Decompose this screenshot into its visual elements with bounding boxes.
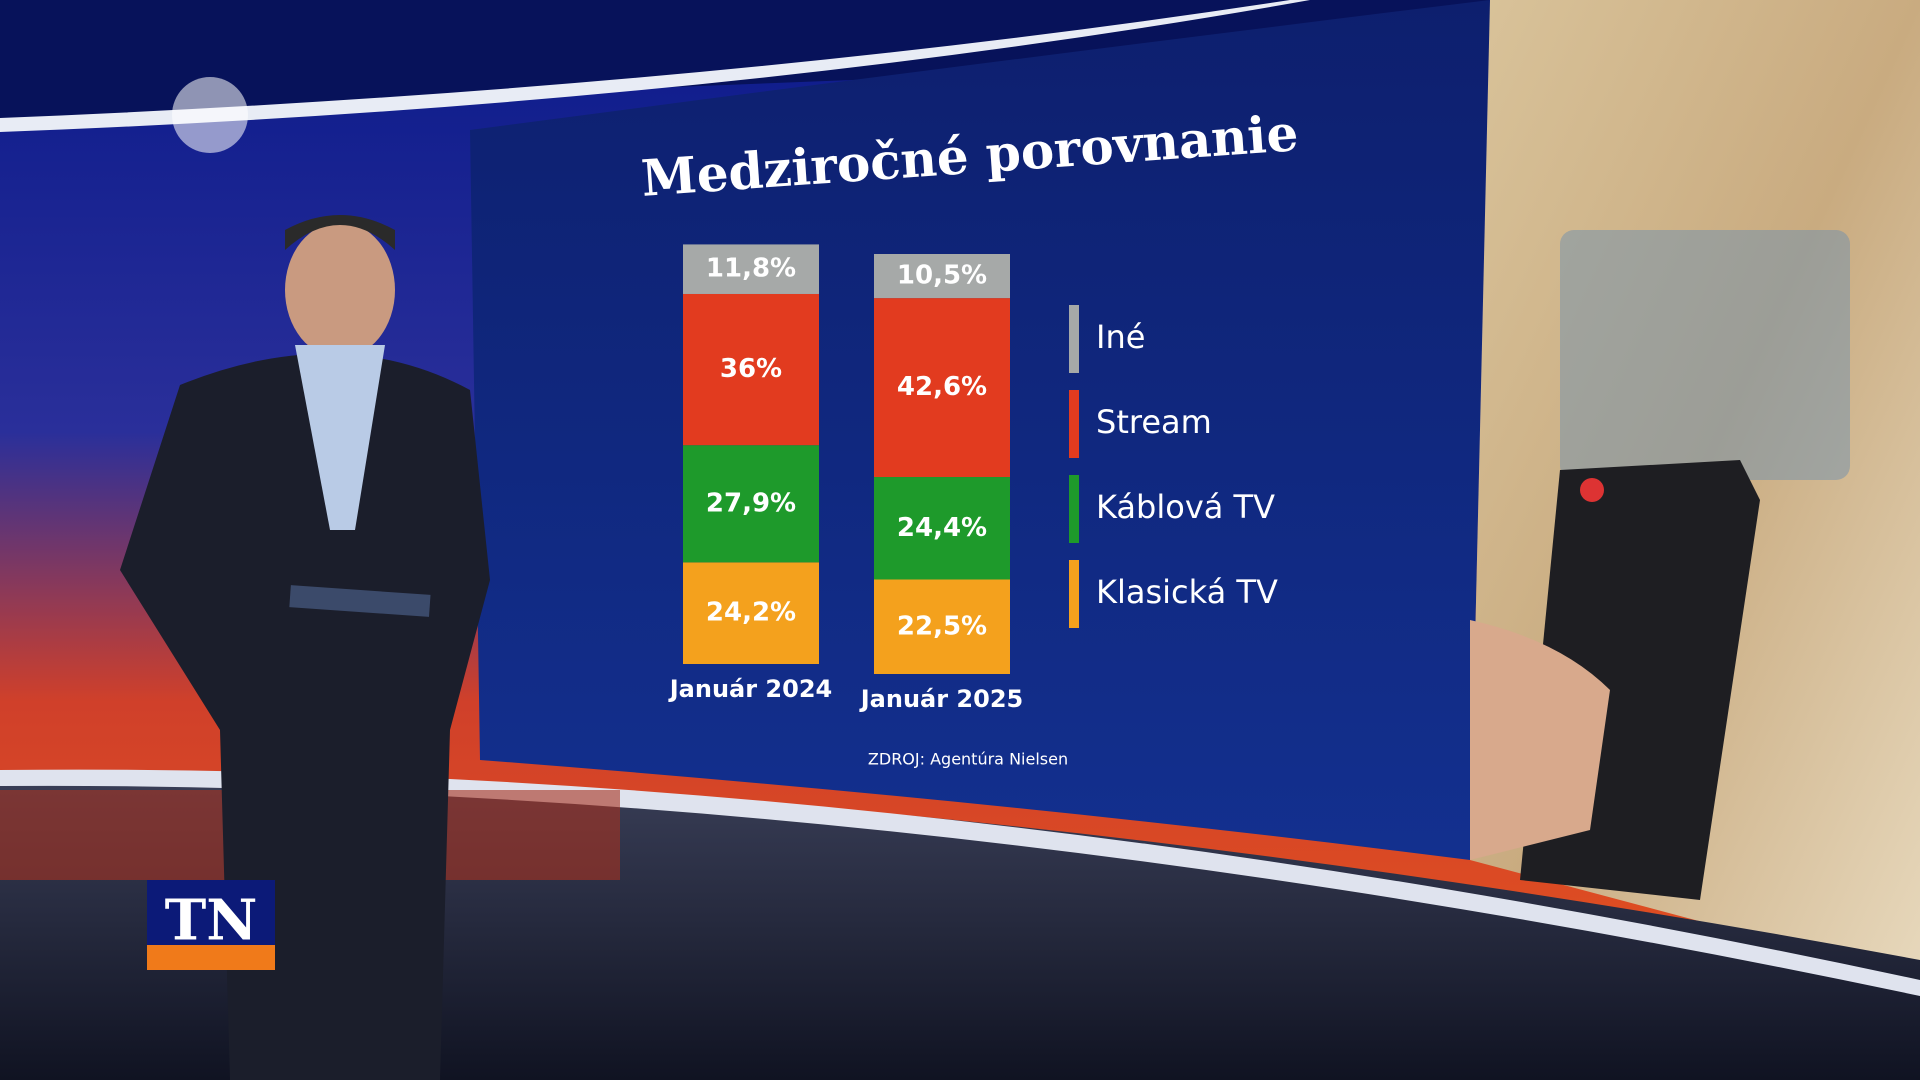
- legend-swatch: [1069, 305, 1079, 373]
- presenter-hair: [285, 215, 395, 250]
- channel-watermark: [172, 77, 248, 153]
- x-tick-label: Január 2025: [859, 685, 1023, 713]
- bar-segment: [683, 562, 819, 664]
- bar-segment: [683, 445, 819, 563]
- tn-logo: TN: [147, 880, 275, 970]
- value-label: 27,9%: [706, 488, 796, 518]
- bar-segment: [683, 244, 819, 294]
- logo-text: TN: [165, 888, 258, 954]
- source-note: ZDROJ: Agentúra Nielsen: [868, 750, 1068, 769]
- value-label: 11,8%: [706, 254, 796, 284]
- legend-swatch: [1069, 475, 1079, 543]
- presenter-shirt: [295, 345, 385, 530]
- value-label: 10,5%: [897, 261, 987, 291]
- legend-swatch: [1069, 560, 1079, 628]
- presenter-head: [285, 222, 395, 358]
- legend-swatch: [1069, 390, 1079, 458]
- light-strip: [0, 0, 1310, 132]
- bar-segment: [874, 254, 1010, 299]
- bar-segment: [874, 298, 1010, 478]
- remote-power-button: [1580, 478, 1604, 502]
- x-tick-label: Január 2024: [668, 675, 832, 703]
- presenter-suit: [120, 353, 490, 1080]
- bar-segment: [874, 579, 1010, 674]
- presenter: [120, 215, 490, 1080]
- chart: 24,2% 27,9% 36% 11,8% Január 2024 22,5% 24,4% 4…: [668, 244, 1278, 713]
- value-label: 42,6%: [897, 372, 987, 402]
- hand: [1470, 620, 1610, 860]
- presenter-tablet: [289, 585, 431, 617]
- legend-label: Káblová TV: [1096, 488, 1275, 526]
- legend-label: Stream: [1096, 403, 1212, 441]
- logo-stripe: [147, 945, 275, 970]
- blurred-tv: [1560, 230, 1850, 480]
- value-label: 36%: [720, 354, 782, 384]
- legend-label: Klasická TV: [1096, 573, 1278, 611]
- value-label: 22,5%: [897, 611, 987, 641]
- value-label: 24,4%: [897, 513, 987, 543]
- value-label: 24,2%: [706, 598, 796, 628]
- legend-label: Iné: [1096, 318, 1145, 356]
- bar-segment: [683, 293, 819, 446]
- bar-segment: [874, 477, 1010, 580]
